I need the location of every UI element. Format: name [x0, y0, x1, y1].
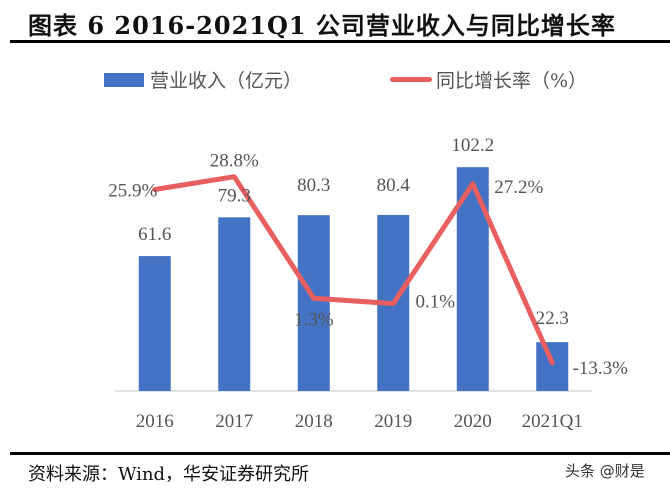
bar-data-label: 61.6 — [138, 224, 171, 245]
x-tick-label: 2019 — [374, 411, 412, 432]
legend-item-line: 同比增长率（%） — [390, 66, 587, 93]
legend-label: 同比增长率（%） — [436, 70, 588, 92]
figure-title: 图表 6 2016-2021Q1 公司营业收入与同比增长率 — [28, 11, 616, 40]
top-rule — [10, 40, 670, 43]
bar-data-label: 79.3 — [218, 185, 251, 206]
bar — [218, 217, 251, 391]
bar-data-label: 80.3 — [297, 175, 330, 196]
x-tick-label: 2018 — [295, 411, 333, 432]
watermark: 头条 @财是 — [565, 462, 645, 480]
bar — [297, 215, 330, 391]
line-data-label: -13.3% — [573, 358, 629, 379]
x-tick-label: 2017 — [215, 411, 253, 432]
line-data-label: 1.3% — [294, 309, 334, 330]
bar — [536, 342, 569, 391]
line-data-label: 0.1% — [415, 292, 455, 313]
x-tick-label: 2020 — [454, 411, 492, 432]
x-tick-label: 2016 — [136, 411, 174, 432]
bottom-rule — [10, 452, 670, 455]
bar-data-label: 102.2 — [451, 135, 494, 156]
line-data-label: 27.2% — [494, 177, 543, 198]
legend-swatch-line — [390, 77, 432, 82]
line-data-label: 25.9% — [108, 181, 157, 202]
source-note: 资料来源：Wind，华安证券研究所 — [28, 464, 310, 485]
x-tick-label: 2021Q1 — [522, 411, 583, 432]
bar-data-label: 22.3 — [536, 308, 569, 329]
legend-label: 营业收入（亿元） — [150, 70, 303, 92]
legend-swatch-bar — [104, 72, 144, 87]
legend-item-bar: 营业收入（亿元） — [104, 66, 302, 93]
line-data-label: 28.8% — [210, 151, 259, 172]
bar — [138, 256, 171, 391]
growth-line — [152, 174, 555, 366]
bar-data-label: 80.4 — [377, 175, 411, 196]
